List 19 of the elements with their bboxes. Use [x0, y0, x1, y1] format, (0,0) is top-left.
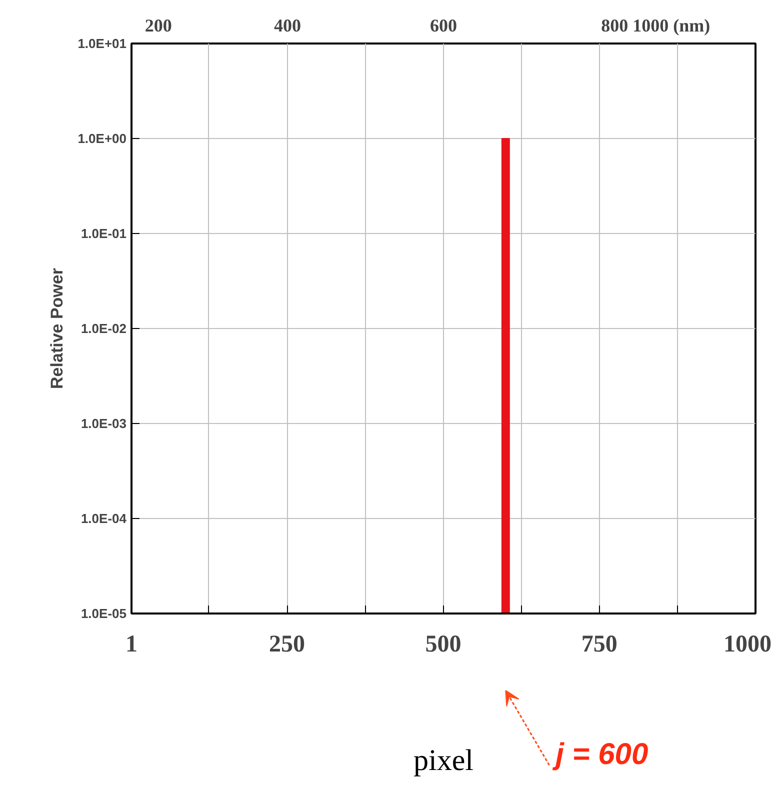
y-tick-label: 1.0E-04 — [80, 511, 128, 526]
y-tick-label: 1.0E-01 — [80, 226, 127, 241]
x-axis-title: pixel — [414, 744, 474, 777]
x-tick-label: 250 — [269, 632, 306, 658]
y-tick-label: 1.0E-02 — [80, 321, 127, 336]
x-tick-label: 1000 — [724, 632, 771, 658]
x-tick-label: 1 — [126, 632, 138, 658]
text: j = 600 — [552, 738, 648, 771]
y-tick-label: 1.0E+00 — [78, 131, 126, 146]
text: 200 — [144, 16, 172, 36]
y-tick-label: 1.0E-03 — [80, 416, 127, 431]
x-tick-label: 500 — [425, 632, 462, 658]
y-tick-label: 1.0E+01 — [78, 36, 126, 51]
y-axis-title: Relative Power — [48, 268, 67, 389]
y-tick-label: 1.0E-05 — [80, 606, 127, 621]
text: 600 — [430, 16, 457, 36]
text: 400 — [274, 16, 301, 36]
text: 800 1000 (nm) — [601, 16, 710, 36]
x-tick-label: 750 — [581, 632, 618, 658]
